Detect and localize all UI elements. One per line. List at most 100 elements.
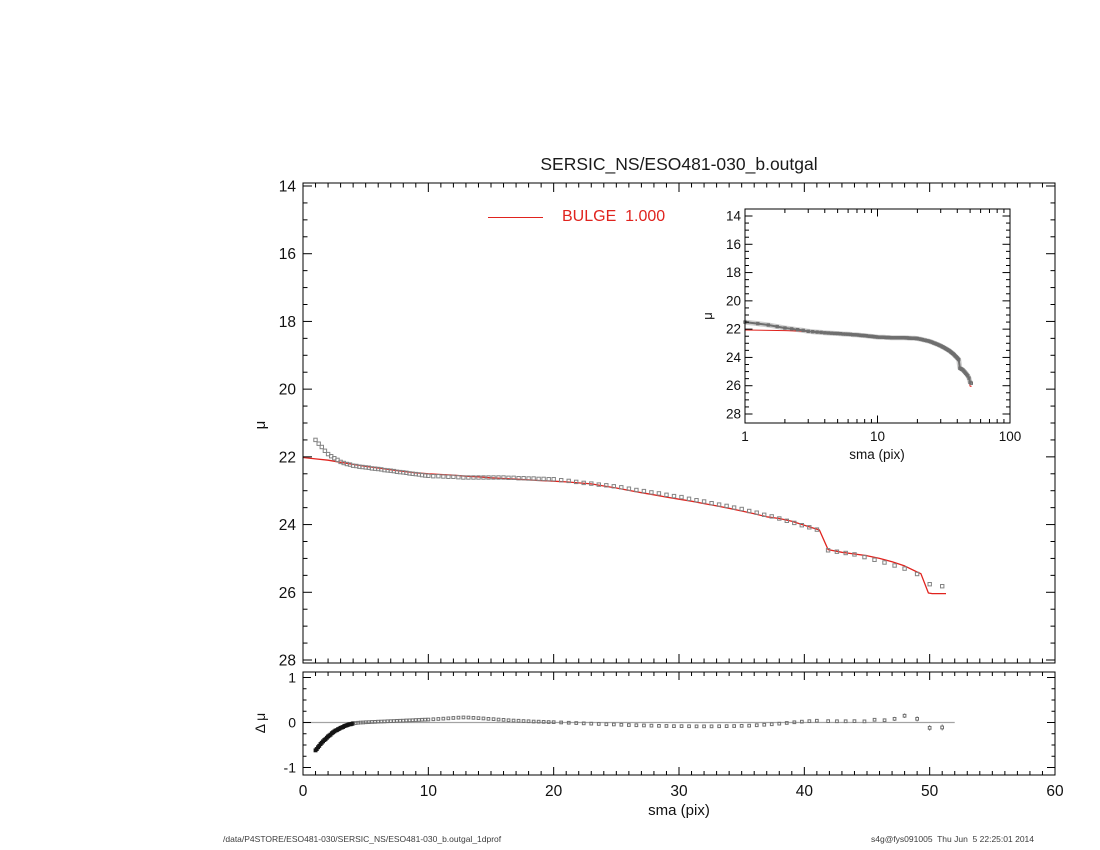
residual-point [679, 724, 684, 728]
profile-data-point [426, 473, 431, 479]
x-axis-tick-label: 40 [796, 783, 814, 800]
residual-outer-point [927, 726, 932, 730]
profile-data-point [807, 525, 812, 530]
inset-xtick-label: 100 [999, 429, 1022, 444]
profile-data-point [536, 476, 541, 482]
profile-data-point [634, 487, 639, 493]
profile-data-point [461, 475, 466, 480]
profile-data-point [686, 496, 692, 502]
footer-file-path: /data/P4STORE/ESO481-030/SERSIC_NS/ESO48… [223, 834, 502, 844]
inset-data-point [796, 328, 800, 332]
residual-point [526, 719, 531, 724]
profile-data-point [679, 494, 684, 500]
profile-data-point [731, 505, 737, 510]
residual-point [382, 719, 387, 724]
residual-point [702, 724, 706, 729]
residual-point [401, 718, 406, 723]
residual-point [596, 722, 601, 726]
main-ytick-label: 16 [279, 246, 296, 263]
residual-point [388, 719, 393, 723]
inset-data-point [801, 328, 805, 333]
residual-point [426, 717, 431, 722]
residual-ytick-label: 1 [288, 670, 296, 686]
profile-data-point [446, 474, 451, 480]
residual-point [739, 724, 744, 728]
residual-point [461, 715, 466, 720]
residual-point [694, 724, 699, 729]
profile-data-point [559, 478, 564, 483]
legend-model-line [488, 217, 543, 218]
inset-data-point [893, 336, 897, 340]
residual-point [769, 722, 774, 727]
profile-data-point [541, 476, 546, 482]
profile-data-point [814, 527, 820, 532]
residual-point [392, 719, 396, 723]
profile-data-point [825, 548, 831, 553]
figure-title: SERSIC_NS/ESO481-030_b.outgal [540, 154, 818, 174]
inset-data-line [744, 321, 972, 385]
profile-data-point [581, 480, 586, 486]
residual-point [407, 718, 412, 723]
residual-point [451, 716, 456, 720]
residual-outer-point [826, 719, 830, 723]
residual-point [506, 718, 511, 723]
main-ytick-label: 22 [279, 449, 296, 466]
residual-point [471, 716, 476, 720]
profile-data-point [501, 475, 506, 480]
profile-data-point [792, 520, 797, 526]
x-axis-tick-label: 0 [299, 783, 308, 800]
profile-data-point [656, 491, 662, 496]
profile-data-point [784, 518, 789, 523]
residual-point [373, 720, 377, 724]
profile-data-point [701, 499, 707, 504]
residual-point [762, 722, 767, 727]
residual-point [410, 718, 415, 723]
residual-point [491, 717, 496, 721]
profile-data-point [316, 441, 321, 446]
profile-data-point [451, 474, 456, 480]
profile-data-point [531, 476, 536, 481]
residual-point [724, 724, 729, 728]
profile-data-point [754, 510, 759, 515]
residual-point [446, 716, 451, 721]
inset-data-point [833, 331, 837, 336]
profile-data-point [589, 481, 594, 486]
inset-xlabel: sma (pix) [849, 447, 905, 462]
residual-point [732, 724, 736, 728]
inset-data-point [915, 336, 920, 341]
residual-point [404, 718, 409, 723]
profile-data-point [436, 474, 441, 479]
residual-point [417, 718, 421, 722]
residual-point [627, 723, 631, 727]
residual-outer-point [902, 713, 907, 718]
residual-point [634, 723, 639, 728]
x-axis-tick-label: 60 [1046, 783, 1064, 800]
residual-point [657, 724, 661, 728]
profile-data-point [481, 475, 486, 480]
inset-ytick-label: 24 [726, 350, 742, 365]
profile-data-point [604, 483, 609, 488]
inset-data-point [864, 334, 869, 338]
residual-point [423, 717, 427, 722]
x-axis-tick-label: 20 [545, 783, 563, 800]
profile-data-point [456, 475, 461, 480]
residual-point [541, 720, 546, 724]
residual-outer-point [940, 725, 944, 730]
inset-data-point [967, 376, 971, 380]
profile-data-point [546, 477, 551, 482]
main-ylabel: μ [252, 421, 269, 430]
residual-point [709, 724, 714, 729]
inset-ytick-label: 28 [726, 407, 741, 422]
inset-data-point [863, 333, 867, 338]
residual-point [476, 716, 481, 720]
residual-point [466, 715, 471, 720]
residual-point [486, 717, 491, 721]
profile-data-point [862, 554, 867, 560]
residual-ytick-label: 0 [288, 715, 296, 731]
residual-point [815, 718, 819, 723]
inset-error-halo [744, 319, 973, 386]
profile-data-point [649, 490, 654, 495]
residual-point [366, 720, 371, 724]
residual-point [612, 722, 616, 727]
